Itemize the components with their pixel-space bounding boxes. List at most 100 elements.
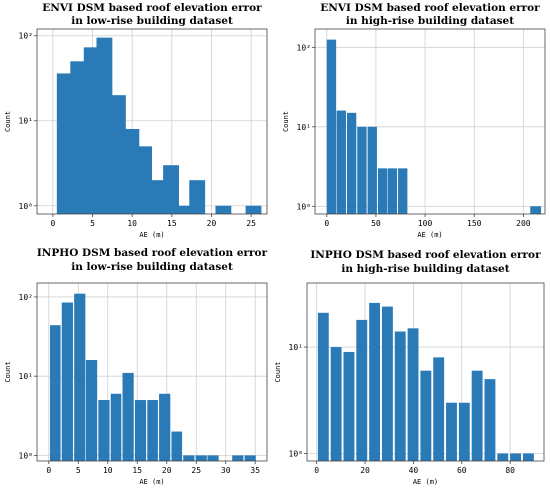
- x-tick-label: 0: [50, 219, 55, 228]
- histogram-bar: [398, 168, 408, 214]
- x-tick-label: 0: [46, 466, 51, 475]
- chart-title-line: in high-rise building dataset: [346, 15, 514, 27]
- histogram-bar: [458, 402, 470, 461]
- chart-title-line: in high-rise building dataset: [341, 263, 509, 275]
- plot-frame: [314, 28, 546, 215]
- histogram-bar: [189, 180, 206, 214]
- x-tick-label: 5: [90, 219, 95, 228]
- y-tick-label: 10¹: [19, 372, 33, 381]
- plot-frame: [36, 282, 268, 462]
- y-tick-label: 10¹: [297, 123, 311, 132]
- histogram-bar: [74, 293, 86, 461]
- histogram-bar: [163, 165, 179, 214]
- y-tick-label: 10⁰: [289, 449, 303, 458]
- x-axis-label: AE (m): [417, 231, 442, 239]
- histogram-bar: [357, 126, 367, 214]
- x-tick-label: 10: [127, 219, 137, 228]
- histogram-bar: [149, 180, 166, 214]
- histogram-bar: [232, 455, 244, 461]
- plot-frame: [36, 28, 268, 215]
- histogram-bar: [446, 402, 457, 461]
- histogram-bar: [244, 455, 256, 461]
- histogram-bar: [123, 128, 140, 214]
- histogram-bar: [159, 393, 171, 461]
- histogram-bar: [245, 205, 262, 214]
- histogram-bar: [377, 168, 388, 214]
- x-axis-label: AE (m): [139, 231, 164, 239]
- y-axis-label: Count: [4, 361, 12, 382]
- histogram-bar: [530, 206, 542, 214]
- histogram-bar: [98, 400, 110, 461]
- histogram-bar: [336, 110, 346, 214]
- chart-1: 0 5 10 15 20 25 10⁰ 10¹ 10² AE (m) Count ENVI DSM b…: [4, 2, 268, 239]
- x-tick-label: 100: [418, 219, 433, 228]
- histogram-bar: [110, 393, 122, 461]
- histogram-bar: [330, 347, 342, 461]
- y-tick-label: 10²: [19, 32, 33, 41]
- chart-3: 0 5 10 15 20 25 30 35 10⁰ 10¹ 10² AE (m) Count INPHO …: [4, 247, 268, 486]
- histogram-bar: [394, 331, 406, 461]
- histogram-bar: [367, 126, 377, 214]
- x-tick-label: 150: [467, 219, 482, 228]
- histogram-bar: [420, 370, 432, 461]
- histogram-bar: [109, 95, 126, 214]
- histogram-bar: [207, 455, 219, 461]
- y-axis-label: Count: [4, 111, 12, 132]
- x-tick-label: 25: [191, 466, 201, 475]
- x-tick-label: 10: [103, 466, 113, 475]
- histogram-bar: [96, 37, 113, 215]
- x-tick-label: 20: [360, 466, 370, 475]
- chart-title-line: INPHO DSM based roof elevation error: [37, 247, 268, 259]
- x-axis-label: AE (m): [139, 478, 164, 486]
- x-tick-label: 40: [409, 466, 419, 475]
- histogram-bar: [484, 379, 496, 461]
- y-tick-label: 10²: [19, 293, 33, 302]
- x-tick-label: 50: [371, 219, 381, 228]
- x-tick-label: 200: [516, 219, 531, 228]
- chart-title-line: in low-rise building dataset: [71, 15, 233, 27]
- y-axis-label: Count: [274, 361, 282, 382]
- y-tick-label: 10⁰: [297, 202, 311, 211]
- plot-frame: [306, 282, 545, 462]
- y-tick-label: 10²: [297, 43, 311, 52]
- y-axis-label: Count: [282, 111, 290, 132]
- chart-2: 0 50 100 150 200 10⁰ 10¹ 10² AE (m) Count ENVI DSM…: [282, 2, 546, 239]
- x-tick-label: 20: [207, 219, 217, 228]
- histogram-bar: [346, 112, 357, 214]
- x-tick-label: 15: [167, 219, 177, 228]
- histogram-bar: [326, 39, 337, 215]
- x-tick-label: 20: [162, 466, 172, 475]
- histogram-bar: [497, 453, 509, 461]
- x-tick-label: 5: [76, 466, 81, 475]
- histogram-bar: [56, 73, 73, 214]
- histogram-bar: [171, 431, 183, 461]
- histogram-bar: [387, 168, 398, 214]
- histogram-bar: [369, 302, 381, 461]
- histogram-bar: [85, 360, 98, 461]
- histogram-bar: [381, 306, 393, 461]
- histogram-bar: [136, 146, 152, 214]
- y-tick-label: 10¹: [289, 343, 303, 352]
- x-axis-label: AE (m): [413, 478, 438, 486]
- histogram-bar: [70, 61, 87, 214]
- y-tick-label: 10⁰: [19, 202, 33, 211]
- x-tick-label: 0: [314, 466, 319, 475]
- histogram-bar: [343, 351, 355, 461]
- chart-title-line: ENVI DSM based roof elevation error: [320, 2, 540, 14]
- histogram-bar: [134, 400, 147, 461]
- x-tick-label: 30: [221, 466, 231, 475]
- histogram-bar: [215, 205, 232, 214]
- histogram-bar: [175, 205, 192, 214]
- histogram-bar: [83, 47, 100, 214]
- histogram-bar: [147, 400, 158, 461]
- x-tick-label: 25: [246, 219, 256, 228]
- x-tick-label: 80: [505, 466, 515, 475]
- x-tick-label: 60: [457, 466, 467, 475]
- histogram-bar: [122, 372, 134, 461]
- histogram-bar: [407, 328, 419, 461]
- chart-title-line: INPHO DSM based roof elevation error: [310, 249, 541, 261]
- histogram-bar: [356, 319, 368, 461]
- histogram-bar: [195, 455, 207, 461]
- y-tick-label: 10⁰: [19, 451, 33, 460]
